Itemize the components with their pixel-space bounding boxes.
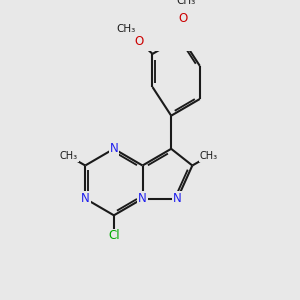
Text: CH₃: CH₃ (60, 151, 78, 161)
Text: CH₃: CH₃ (117, 24, 136, 34)
Text: O: O (134, 34, 144, 47)
Text: CH₃: CH₃ (176, 0, 195, 6)
Text: N: N (138, 192, 147, 205)
Text: N: N (173, 192, 182, 205)
Text: CH₃: CH₃ (200, 151, 217, 161)
Text: O: O (179, 12, 188, 25)
Text: Cl: Cl (108, 230, 120, 242)
Text: N: N (110, 142, 118, 155)
Text: N: N (81, 192, 90, 205)
